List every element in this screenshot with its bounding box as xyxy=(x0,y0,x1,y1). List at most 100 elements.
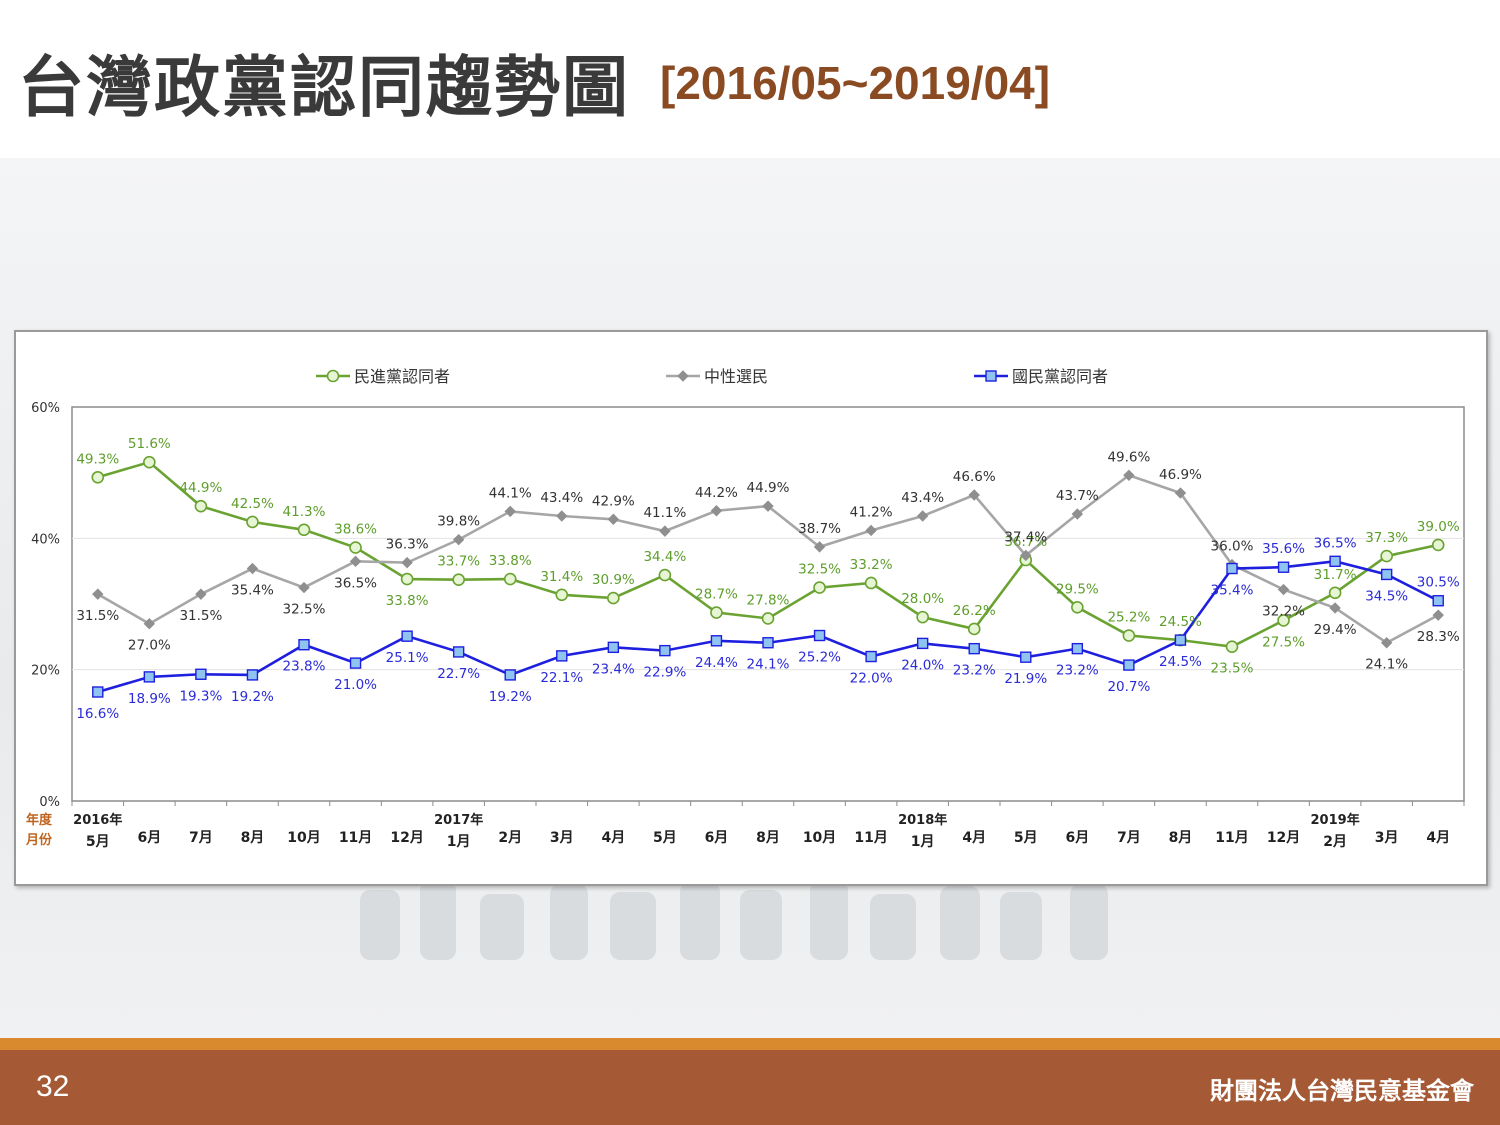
month-tick-label: 6月 xyxy=(705,830,729,846)
data-point-neutral xyxy=(195,588,207,600)
legend-marker xyxy=(326,369,340,383)
data-point-neutral xyxy=(1123,469,1135,482)
y-tick-label: 0% xyxy=(39,795,60,810)
data-point-neutral xyxy=(556,510,568,522)
data-point-neutral xyxy=(298,581,310,594)
data-label-dpp: 33.8% xyxy=(386,593,429,609)
data-label-kmt: 22.7% xyxy=(437,666,480,682)
month-tick-label: 7月 xyxy=(1117,830,1141,846)
data-point-dpp xyxy=(246,515,259,529)
data-label-kmt: 18.9% xyxy=(128,691,171,707)
data-label-neutral: 36.0% xyxy=(1211,539,1254,555)
data-point-dpp xyxy=(91,470,105,484)
month-tick-label: 10月 xyxy=(803,830,836,846)
legend-layer: 民進黨認同者 中性選民 國民黨認同者 xyxy=(316,367,1108,386)
data-label-dpp: 28.7% xyxy=(695,587,738,603)
year-label: 2018年 xyxy=(898,812,947,828)
legend-label: 中性選民 xyxy=(704,367,768,386)
data-label-dpp: 31.7% xyxy=(1314,567,1357,583)
data-label-neutral: 46.9% xyxy=(1159,467,1202,483)
data-point-neutral xyxy=(916,510,929,522)
data-point-kmt xyxy=(92,686,104,698)
data-point-kmt xyxy=(1277,561,1290,573)
data-point-kmt xyxy=(195,668,207,680)
data-label-dpp: 31.4% xyxy=(540,569,583,585)
month-tick-label: 3月 xyxy=(550,830,574,846)
data-point-dpp xyxy=(503,572,517,586)
legend-item-neutral: 中性選民 xyxy=(666,367,768,386)
data-label-neutral: 43.4% xyxy=(540,490,583,506)
data-point-neutral xyxy=(349,555,362,568)
data-point-neutral xyxy=(401,556,413,569)
month-tick-label: 11月 xyxy=(854,830,887,846)
month-tick-label: 8月 xyxy=(756,830,780,846)
data-point-kmt xyxy=(1380,568,1393,581)
data-point-kmt xyxy=(1071,642,1084,655)
data-point-dpp xyxy=(1277,614,1290,627)
data-point-dpp xyxy=(967,622,981,636)
month-tick-label: 4月 xyxy=(601,830,625,846)
month-tick-label: 8月 xyxy=(241,830,265,846)
grid-layer xyxy=(71,406,1465,802)
data-label-dpp: 44.9% xyxy=(179,480,222,496)
data-point-kmt xyxy=(401,630,413,642)
year-label: 2016年 xyxy=(73,812,122,828)
month-tick-label: 5月 xyxy=(86,834,110,850)
month-tick-label: 12月 xyxy=(390,830,423,846)
legend-label: 國民黨認同者 xyxy=(1012,367,1108,386)
month-tick-label: 1月 xyxy=(911,834,935,850)
data-label-neutral: 32.5% xyxy=(283,602,326,618)
data-label-neutral: 36.3% xyxy=(386,537,429,553)
data-point-neutral xyxy=(710,505,723,517)
data-label-neutral: 32.2% xyxy=(1262,604,1305,620)
data-label-neutral: 38.7% xyxy=(798,521,841,537)
data-point-kmt xyxy=(1174,634,1187,646)
data-point-dpp xyxy=(761,612,775,625)
date-range-title: [2016/05~2019/04] xyxy=(660,57,1051,109)
data-label-dpp: 32.5% xyxy=(798,562,841,578)
data-label-neutral: 44.1% xyxy=(489,485,532,501)
label-layer: 49.3% 51.6% 44.9% 42.5% 41.3% 38.6% 33.8% 33.7%… xyxy=(76,436,1460,722)
data-point-kmt xyxy=(916,637,929,650)
data-point-dpp xyxy=(658,568,672,582)
data-label-dpp: 34.4% xyxy=(643,549,686,565)
data-point-kmt xyxy=(1020,651,1032,663)
footer-stripe xyxy=(0,1038,1500,1050)
data-label-kmt: 21.9% xyxy=(1004,671,1047,687)
data-label-neutral: 46.6% xyxy=(953,469,996,485)
data-point-kmt xyxy=(710,635,723,647)
data-point-neutral xyxy=(143,617,156,630)
footer-bar xyxy=(0,1050,1500,1125)
data-point-dpp xyxy=(452,573,465,587)
crowd-silhouette-decoration xyxy=(360,880,1108,960)
data-point-dpp xyxy=(194,499,208,513)
data-point-neutral xyxy=(1071,508,1084,520)
data-label-neutral: 39.8% xyxy=(437,514,480,530)
data-label-kmt: 23.8% xyxy=(283,659,326,675)
data-label-neutral: 27.0% xyxy=(128,638,171,654)
legend-label: 民進黨認同者 xyxy=(354,367,450,386)
page-number: 32 xyxy=(36,1070,70,1103)
data-point-kmt xyxy=(246,669,259,681)
data-label-neutral: 41.1% xyxy=(643,505,686,521)
data-label-kmt: 22.0% xyxy=(850,671,893,687)
data-label-dpp: 23.5% xyxy=(1211,661,1254,677)
data-point-neutral xyxy=(1174,487,1187,499)
data-label-dpp: 33.8% xyxy=(489,553,532,569)
data-point-dpp xyxy=(813,581,826,594)
data-point-dpp xyxy=(916,610,929,624)
month-tick-label: 11月 xyxy=(1215,830,1248,846)
data-point-kmt xyxy=(762,637,774,649)
month-tick-label: 4月 xyxy=(1426,830,1450,846)
data-label-dpp: 27.5% xyxy=(1262,634,1305,650)
month-tick-label: 2月 xyxy=(498,830,522,846)
data-label-dpp: 49.3% xyxy=(76,451,119,467)
data-label-kmt: 34.5% xyxy=(1365,588,1408,604)
data-label-neutral: 49.6% xyxy=(1107,449,1150,465)
data-point-kmt xyxy=(968,642,980,655)
data-point-neutral xyxy=(865,524,877,537)
legend-item-kmt: 國民黨認同者 xyxy=(974,367,1108,386)
data-point-neutral xyxy=(762,500,774,512)
data-point-neutral xyxy=(92,588,104,600)
month-tick-label: 12月 xyxy=(1267,830,1300,846)
